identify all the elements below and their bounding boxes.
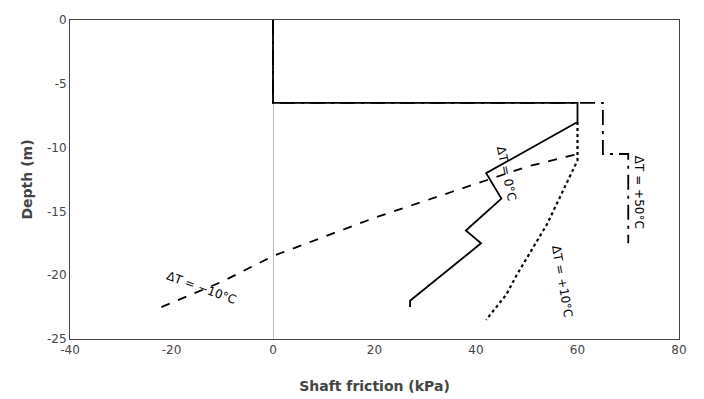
svg-text:0: 0 xyxy=(269,343,277,357)
svg-text:-20: -20 xyxy=(162,343,182,357)
svg-text:-5: -5 xyxy=(55,77,67,91)
svg-text:-20: -20 xyxy=(47,268,67,282)
svg-text:80: 80 xyxy=(671,343,686,357)
svg-text:ΔT = +50°C: ΔT = +50°C xyxy=(632,156,646,229)
svg-text:-25: -25 xyxy=(47,332,67,346)
svg-text:-15: -15 xyxy=(47,205,67,219)
svg-text:ΔT = 0°C: ΔT = 0°C xyxy=(494,145,519,202)
svg-text:-10: -10 xyxy=(47,141,67,155)
svg-text:ΔT = −10°C: ΔT = −10°C xyxy=(165,269,238,307)
svg-text:ΔT = +10°C: ΔT = +10°C xyxy=(549,244,575,318)
svg-text:40: 40 xyxy=(468,343,483,357)
svg-text:60: 60 xyxy=(570,343,585,357)
svg-text:Shaft friction (kPa): Shaft friction (kPa) xyxy=(299,378,450,394)
svg-text:20: 20 xyxy=(367,343,382,357)
svg-text:0: 0 xyxy=(59,13,67,27)
svg-text:Depth (m): Depth (m) xyxy=(19,139,35,219)
svg-text:-40: -40 xyxy=(60,343,80,357)
